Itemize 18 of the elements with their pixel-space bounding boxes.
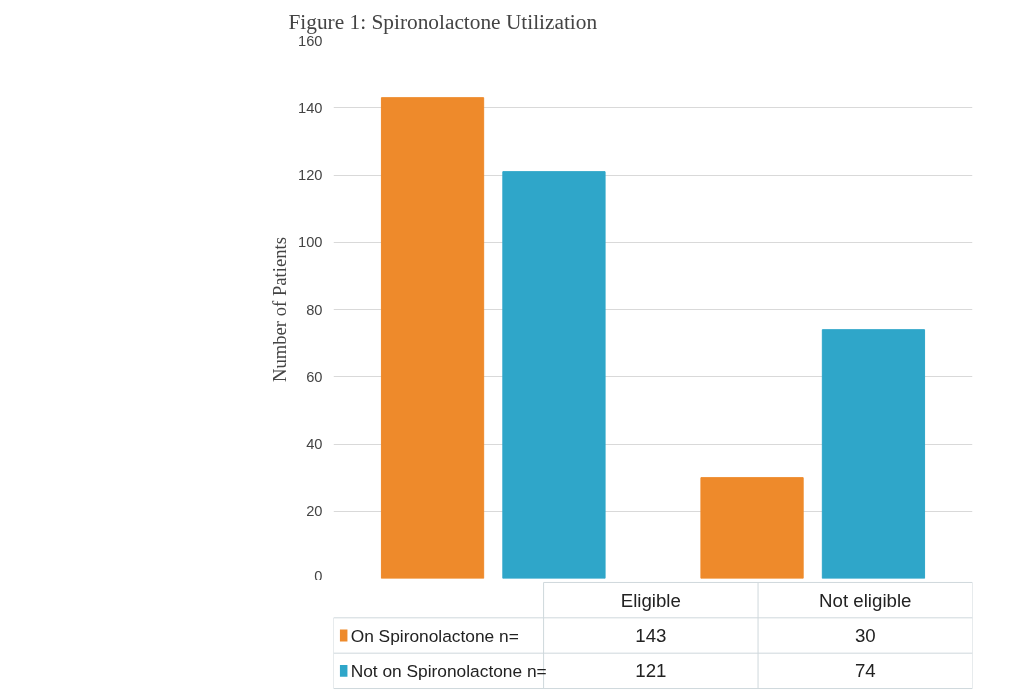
y-tick-label: 100 (298, 234, 323, 251)
y-tick-label: 140 (298, 99, 323, 116)
chart-title: Figure 1: Spironolactone Utilization (288, 9, 598, 34)
legend-label: On Spironolactone n= (350, 625, 519, 646)
data-label: 121 (635, 660, 667, 682)
legend-label: Not on Spironolactone n= (350, 660, 547, 681)
y-tick-label: 0 (314, 567, 323, 584)
x-tick-label: Eligible (620, 589, 681, 611)
x-tick-label: Not eligible (819, 589, 912, 611)
y-tick-label: 80 (306, 301, 323, 318)
data-label: 30 (854, 625, 876, 646)
data-label: 74 (854, 660, 876, 682)
y-tick-label: 40 (306, 436, 323, 452)
y-tick-label: 20 (306, 503, 323, 520)
data-label: 143 (635, 625, 667, 646)
y-tick-label: 120 (298, 167, 323, 183)
y-axis-title: Number of Patients (269, 236, 291, 383)
y-tick-label: 60 (306, 368, 323, 385)
